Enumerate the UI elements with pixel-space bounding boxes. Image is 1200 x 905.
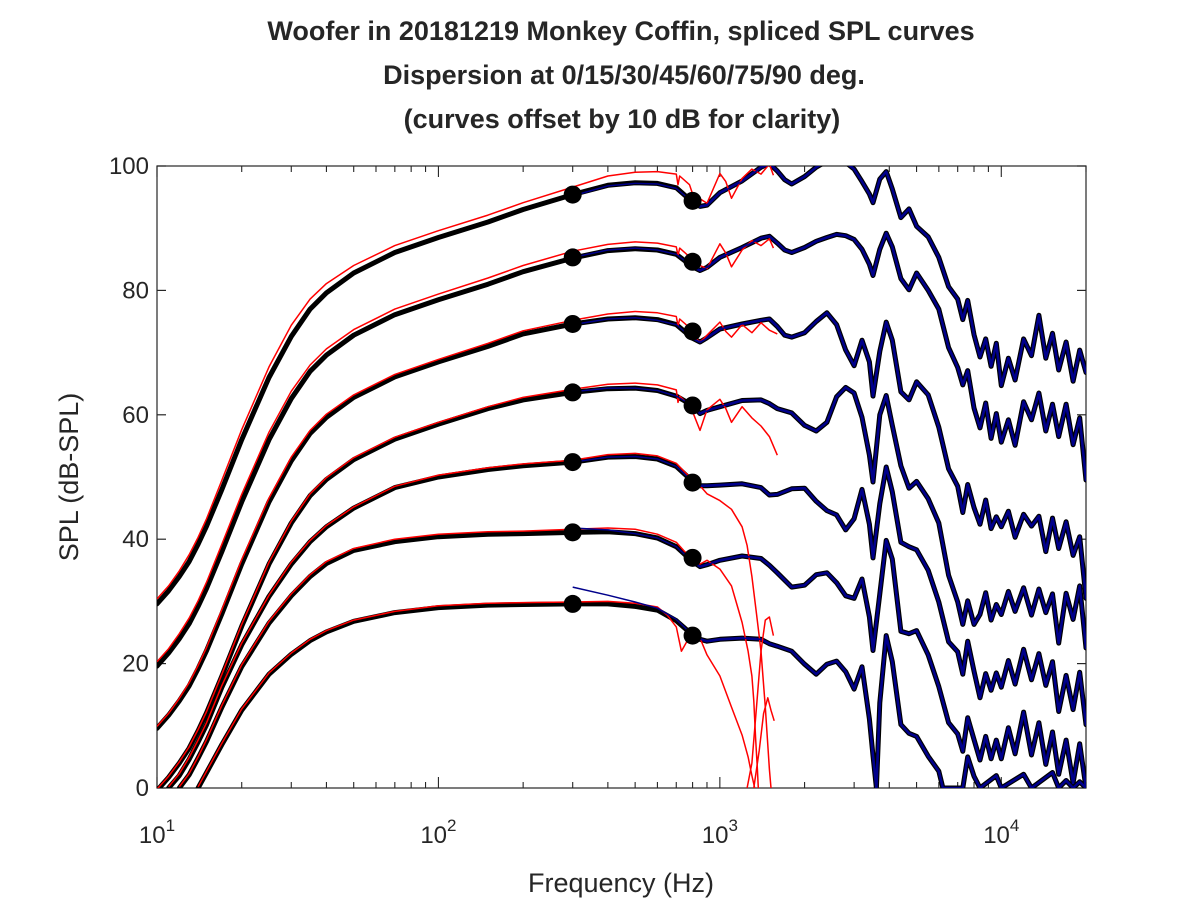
splice-marker-high-offset-70 — [683, 322, 702, 341]
splice-marker-low-offset-80 — [563, 248, 582, 267]
chart-title-line-3: (curves offset by 10 dB for clarity) — [404, 104, 841, 134]
y-tick-label: 20 — [122, 651, 149, 678]
splice-marker-low-offset-60 — [563, 383, 582, 402]
y-tick-label: 0 — [136, 775, 149, 802]
plot-frame — [156, 165, 1087, 789]
nearfield-curve-offset-70 — [157, 310, 778, 727]
y-axis-label: SPL (dB-SPL) — [54, 393, 84, 562]
chart-title: Woofer in 20181219 Monkey Coffin, splice… — [267, 16, 974, 134]
splice-marker-low-offset-40 — [563, 523, 582, 542]
nearfield-curve-offset-40 — [178, 527, 760, 788]
farfield-overlay-offset-90 — [691, 166, 1086, 387]
x-tick-label: 102 — [420, 816, 456, 849]
farfield-overlay-offset-30 — [691, 633, 1086, 788]
splice-marker-low-offset-70 — [563, 314, 582, 333]
nearfield-curve-offset-30 — [197, 600, 756, 788]
nearfield-curve-offset-60 — [157, 382, 778, 788]
chart-title-line-1: Woofer in 20181219 Monkey Coffin, splice… — [267, 16, 974, 46]
x-tick-label: 101 — [139, 816, 175, 849]
farfield-overlay-offset-50 — [691, 465, 1086, 726]
x-tick-label: 103 — [702, 816, 738, 849]
splice-marker-low-offset-30 — [563, 594, 582, 613]
farfield-overlay-offset-70 — [691, 311, 1086, 600]
x-tick-label: 104 — [983, 816, 1019, 849]
y-tick-label: 100 — [109, 153, 149, 180]
splice-marker-high-offset-40 — [683, 548, 702, 567]
farfield-overlay-offset-80 — [691, 231, 1086, 482]
farfield-curve-offset-70 — [572, 317, 770, 343]
x-axis-label: Frequency (Hz) — [528, 868, 714, 898]
y-tick-label: 80 — [122, 277, 149, 304]
farfield-overlay-offset-40 — [691, 539, 1086, 788]
y-tick-label: 40 — [122, 526, 149, 553]
splice-marker-high-offset-80 — [683, 252, 702, 271]
splice-marker-low-offset-90 — [563, 185, 582, 204]
tick-labels: 0 20 40 60 80 100 101 102 103 104 — [109, 153, 1019, 849]
y-tick-label: 60 — [122, 402, 149, 429]
splice-marker-high-offset-50 — [683, 473, 702, 492]
chart-title-line-2: Dispersion at 0/15/30/45/60/75/90 deg. — [383, 60, 865, 90]
nearfield-tail-0 — [746, 616, 775, 788]
nearfield-tail-1 — [753, 697, 775, 788]
nearfield-curve-offset-50 — [168, 452, 772, 788]
farfield-overlay-offset-60 — [691, 386, 1086, 650]
splice-marker-low-offset-50 — [563, 453, 582, 472]
splice-markers — [563, 185, 702, 645]
splice-marker-high-offset-30 — [683, 626, 702, 645]
splice-marker-high-offset-90 — [683, 191, 702, 210]
splice-marker-high-offset-60 — [683, 396, 702, 415]
